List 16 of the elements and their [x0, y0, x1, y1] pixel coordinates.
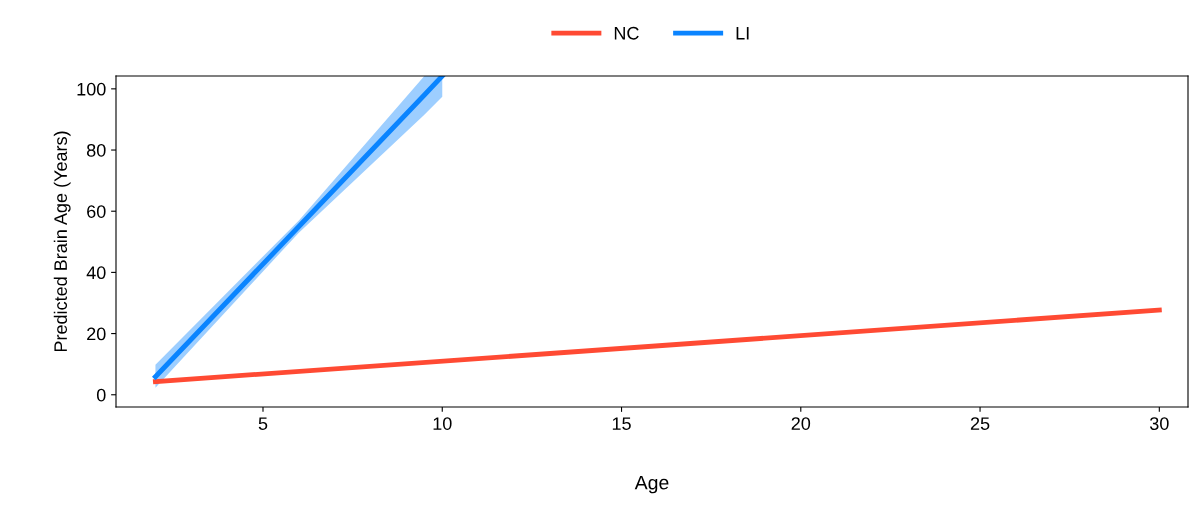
- y-tick-label: 60: [87, 205, 106, 218]
- x-tick-label: 15: [612, 417, 631, 430]
- y-axis-title: Predicted Brain Age (Years): [53, 131, 71, 352]
- legend-label: LI: [736, 27, 749, 40]
- x-axis-title: Age: [634, 475, 669, 494]
- x-tick-label: 5: [258, 417, 268, 430]
- y-tick-label: 40: [86, 266, 106, 280]
- x-tick-label: 20: [791, 417, 811, 430]
- y-tick-label: 20: [87, 327, 106, 341]
- legend-label: NC: [614, 26, 639, 40]
- y-tick-label: 80: [86, 143, 106, 157]
- x-tick-label: 30: [1149, 417, 1169, 430]
- x-tick-label: 10: [433, 417, 452, 430]
- y-tick-label: 100: [77, 82, 106, 96]
- x-tick-label: 25: [970, 417, 990, 430]
- y-tick-label: 0: [96, 388, 106, 402]
